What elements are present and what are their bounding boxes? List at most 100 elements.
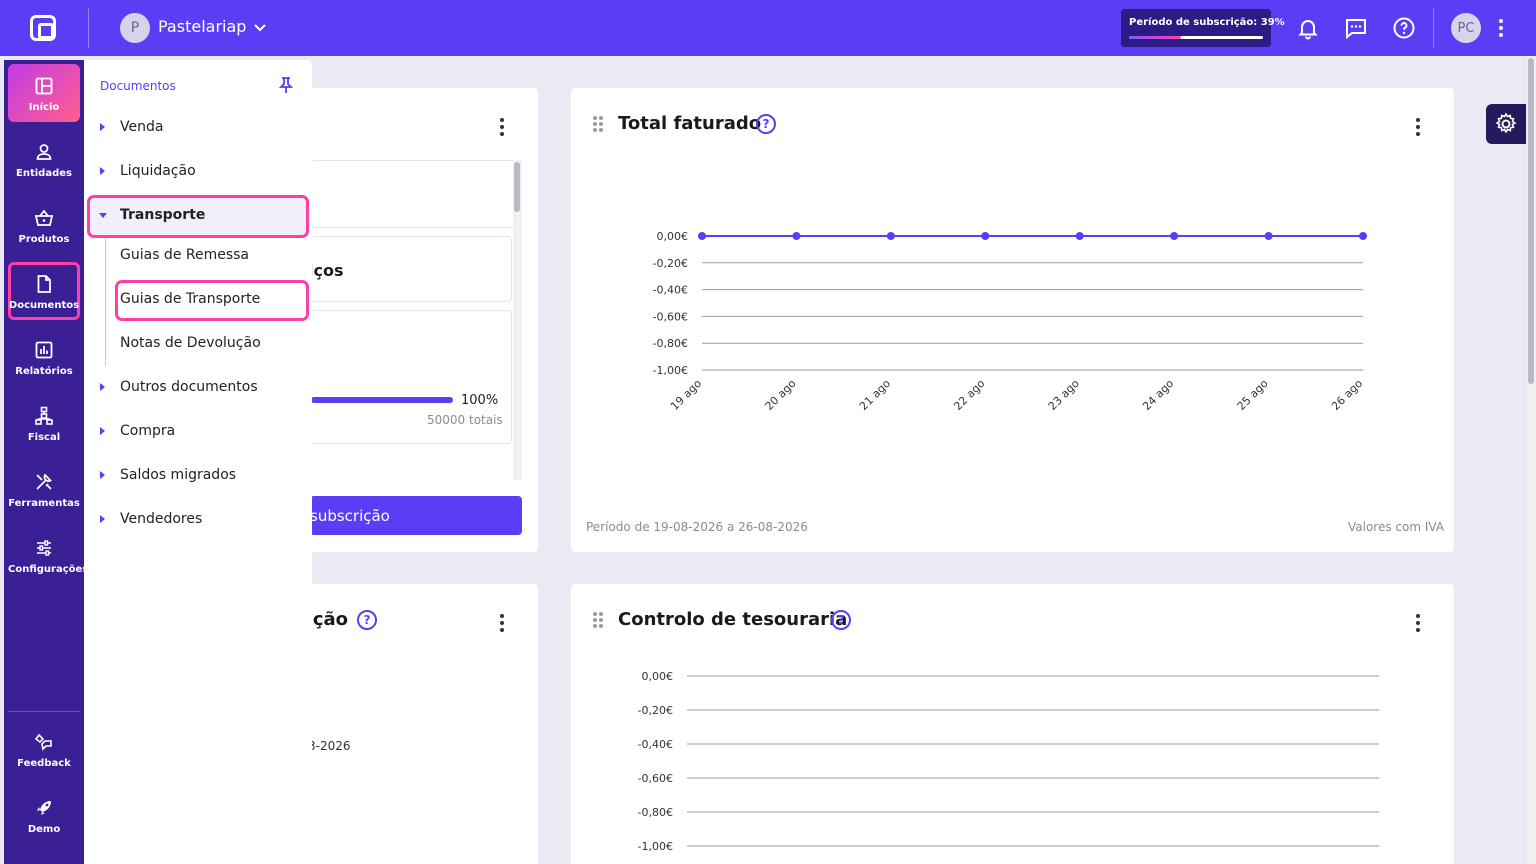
subscription-button[interactable]: subscrição	[310, 496, 522, 535]
more-vert-icon[interactable]	[1415, 612, 1421, 632]
nav-item-fiscal[interactable]: Fiscal	[8, 394, 80, 452]
help-icon[interactable]	[1392, 16, 1416, 40]
x-tick-label: 25 ago	[1235, 377, 1271, 413]
nav-item-entidades[interactable]: Entidades	[8, 130, 80, 188]
basket-icon	[34, 209, 54, 226]
rocket-icon	[37, 801, 51, 815]
flyout-item-label: Vendedores	[120, 511, 203, 527]
page-scrollbar-thumb[interactable]	[1528, 58, 1534, 384]
nav-label: Início	[28, 102, 60, 113]
nav-item-documentos[interactable]: Documentos	[8, 262, 80, 320]
y-tick-label: -0,20€	[638, 704, 673, 717]
help-circle-icon[interactable]: ?	[756, 114, 776, 134]
bell-icon[interactable]	[1296, 16, 1320, 40]
more-vert-icon[interactable]	[499, 116, 505, 136]
y-tick-label: -0,20€	[653, 257, 688, 270]
caret-right-icon	[100, 167, 105, 175]
data-point	[1075, 232, 1084, 240]
data-point	[698, 232, 706, 240]
chat-icon[interactable]	[1344, 16, 1368, 40]
nav-separator	[8, 711, 80, 712]
more-vert-icon[interactable]	[1489, 16, 1513, 40]
data-point	[886, 232, 895, 240]
topbar-divider	[88, 8, 89, 48]
nav-item-ferramentas[interactable]: Ferramentas	[8, 460, 80, 518]
tools-icon	[36, 473, 52, 490]
flyout-item-transporte[interactable]: Transporte	[88, 196, 308, 236]
bar-chart-icon	[35, 341, 53, 359]
nav-item-feedback[interactable]: Feedback	[8, 720, 80, 778]
nav-item-configuracoes[interactable]: Configurações	[8, 526, 88, 584]
flyout-item-venda[interactable]: Venda	[88, 108, 308, 148]
caret-right-icon	[100, 515, 105, 523]
top-bar: P Pastelariap Período de subscrição: 39%…	[0, 0, 1536, 56]
x-tick-label: 23 ago	[1046, 377, 1082, 413]
flyout-item-liquidacao[interactable]: Liquidação	[88, 152, 308, 192]
flyout-subitem-guias-de-transporte[interactable]: Guias de Transporte	[104, 280, 308, 320]
flyout-item-label: Compra	[120, 423, 176, 439]
nav-label: Documentos	[8, 300, 80, 311]
caret-right-icon	[100, 427, 105, 435]
data-point	[792, 232, 801, 240]
y-tick-label: -0,40€	[653, 284, 688, 297]
pin-icon[interactable]	[278, 76, 294, 94]
flyout-subitem-label: Notas de Devolução	[120, 335, 261, 351]
y-tick-label: -1,00€	[638, 840, 673, 853]
page-scrollbar[interactable]	[1527, 56, 1536, 864]
y-tick-label: -0,80€	[638, 806, 673, 819]
usage-progress-fill	[311, 397, 453, 403]
flyout-item-saldos-migrados[interactable]: Saldos migrados	[88, 456, 308, 496]
flyout-item-vendedores[interactable]: Vendedores	[88, 500, 308, 540]
services-heading: iços	[308, 261, 344, 280]
inner-scrollbar[interactable]	[513, 160, 522, 480]
nav-label: Demo	[27, 824, 61, 835]
flyout-item-label: Venda	[120, 119, 164, 135]
card-title: Controlo de tesouraria	[618, 609, 848, 630]
company-name[interactable]: Pastelariap	[158, 17, 247, 36]
help-circle-icon[interactable]: ?	[831, 610, 851, 630]
drag-handle-icon[interactable]	[593, 612, 605, 630]
subscription-period-badge[interactable]: Período de subscrição: 39%	[1121, 9, 1285, 47]
flyout-subitem-guias-de-remessa[interactable]: Guias de Remessa	[104, 236, 308, 276]
nav-label: Entidades	[16, 168, 72, 179]
total-invoiced-card: Total faturado ? 0,00€ -0,20€ -0,40€ -0,60€…	[571, 88, 1454, 552]
flyout-title: Documentos	[100, 79, 176, 93]
settings-button[interactable]	[1486, 104, 1526, 144]
nav-item-demo[interactable]: Demo	[8, 786, 80, 844]
flyout-subitem-label: Guias de Transporte	[120, 291, 261, 307]
subscription-progress-fill	[1129, 36, 1182, 39]
vat-note: Valores com IVA	[1348, 520, 1445, 534]
total-invoiced-chart: 0,00€ -0,20€ -0,40€ -0,60€ -0,80€ -1,00€19 ag…	[653, 230, 1367, 413]
card-title: Total faturado	[618, 113, 762, 134]
more-vert-icon[interactable]	[499, 612, 505, 632]
app-logo-icon[interactable]	[30, 15, 56, 41]
inner-scrollbar-thumb[interactable]	[514, 162, 520, 212]
chevron-down-icon[interactable]	[252, 16, 268, 40]
flyout-subitem-notas-de-devolucao[interactable]: Notas de Devolução	[104, 324, 308, 364]
date-partial: 3-2026	[308, 739, 351, 753]
person-icon	[36, 144, 52, 160]
usage-progress-track	[311, 397, 453, 403]
tree-line	[105, 238, 106, 366]
y-tick-label: -0,60€	[638, 772, 673, 785]
nav-item-inicio[interactable]: Início	[8, 64, 80, 122]
help-circle-icon[interactable]: ?	[357, 610, 377, 630]
gear-icon	[1495, 112, 1517, 134]
y-tick-label: 0,00€	[642, 670, 674, 683]
user-avatar[interactable]: PC	[1451, 13, 1481, 43]
document-icon	[37, 275, 51, 293]
treasury-chart: 0,00€ -0,20€ -0,40€ -0,60€ -0,80€ -1,00€	[638, 670, 1379, 853]
nav-item-relatorios[interactable]: Relatórios	[8, 328, 80, 386]
nav-item-produtos[interactable]: Produtos	[8, 196, 80, 254]
flyout-item-outros-documentos[interactable]: Outros documentos	[88, 368, 308, 408]
sliders-icon	[37, 540, 51, 556]
dashboard-icon	[35, 77, 53, 95]
caret-right-icon	[100, 383, 105, 391]
y-tick-label: -1,00€	[653, 364, 688, 377]
company-avatar[interactable]: P	[120, 13, 150, 43]
nav-label: Fiscal	[27, 432, 61, 443]
flyout-subitem-label: Guias de Remessa	[120, 247, 250, 263]
drag-handle-icon[interactable]	[593, 116, 605, 134]
flyout-item-compra[interactable]: Compra	[88, 412, 308, 452]
more-vert-icon[interactable]	[1415, 116, 1421, 136]
